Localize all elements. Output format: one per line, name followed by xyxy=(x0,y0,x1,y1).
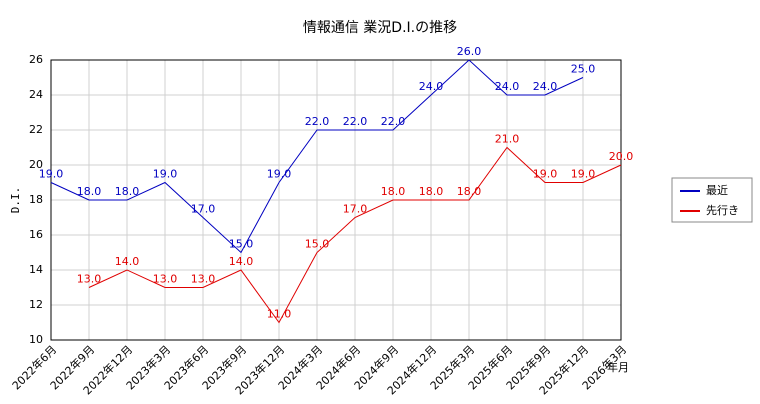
data-label: 24.0 xyxy=(419,80,444,93)
data-label: 17.0 xyxy=(343,203,368,216)
data-label: 24.0 xyxy=(495,80,520,93)
data-label: 19.0 xyxy=(267,168,292,181)
data-label: 13.0 xyxy=(153,273,178,286)
data-label: 19.0 xyxy=(533,168,558,181)
y-tick-label: 24 xyxy=(29,88,43,101)
plot-frame xyxy=(50,59,622,341)
y-tick-label: 16 xyxy=(29,228,43,241)
y-tick-label: 20 xyxy=(29,158,43,171)
data-label: 15.0 xyxy=(229,238,254,251)
y-tick-label: 22 xyxy=(29,123,43,136)
data-label: 19.0 xyxy=(39,168,64,181)
data-label: 24.0 xyxy=(533,80,558,93)
data-label: 19.0 xyxy=(153,168,178,181)
data-label: 21.0 xyxy=(495,133,520,146)
data-label: 22.0 xyxy=(305,115,330,128)
x-axis-label: 年月 xyxy=(607,360,629,374)
y-axis-label: D.I. xyxy=(9,187,22,214)
series-line xyxy=(88,146,622,324)
data-label: 14.0 xyxy=(229,255,254,268)
series-line xyxy=(50,59,584,254)
legend-label: 最近 xyxy=(706,184,728,197)
data-label: 22.0 xyxy=(381,115,406,128)
data-label: 18.0 xyxy=(115,185,140,198)
data-label: 25.0 xyxy=(571,63,596,76)
data-label: 14.0 xyxy=(115,255,140,268)
data-label: 15.0 xyxy=(305,238,330,251)
data-label: 18.0 xyxy=(381,185,406,198)
data-label: 20.0 xyxy=(609,150,634,163)
data-label: 11.0 xyxy=(267,308,292,321)
y-tick-label: 18 xyxy=(29,193,43,206)
y-tick-label: 12 xyxy=(29,298,43,311)
data-label: 22.0 xyxy=(343,115,368,128)
y-tick-label: 14 xyxy=(29,263,43,276)
legend-box xyxy=(671,177,753,223)
y-tick-label: 26 xyxy=(29,53,43,66)
data-label: 18.0 xyxy=(419,185,444,198)
data-label: 18.0 xyxy=(77,185,102,198)
data-label: 26.0 xyxy=(457,45,482,58)
data-label: 17.0 xyxy=(191,203,216,216)
y-tick-label: 10 xyxy=(29,333,43,346)
legend-label: 先行き xyxy=(706,204,739,217)
data-label: 19.0 xyxy=(571,168,596,181)
chart-title: 情報通信 業況D.I.の推移 xyxy=(303,20,457,36)
data-label: 18.0 xyxy=(457,185,482,198)
data-label: 13.0 xyxy=(77,273,102,286)
data-label: 13.0 xyxy=(191,273,216,286)
